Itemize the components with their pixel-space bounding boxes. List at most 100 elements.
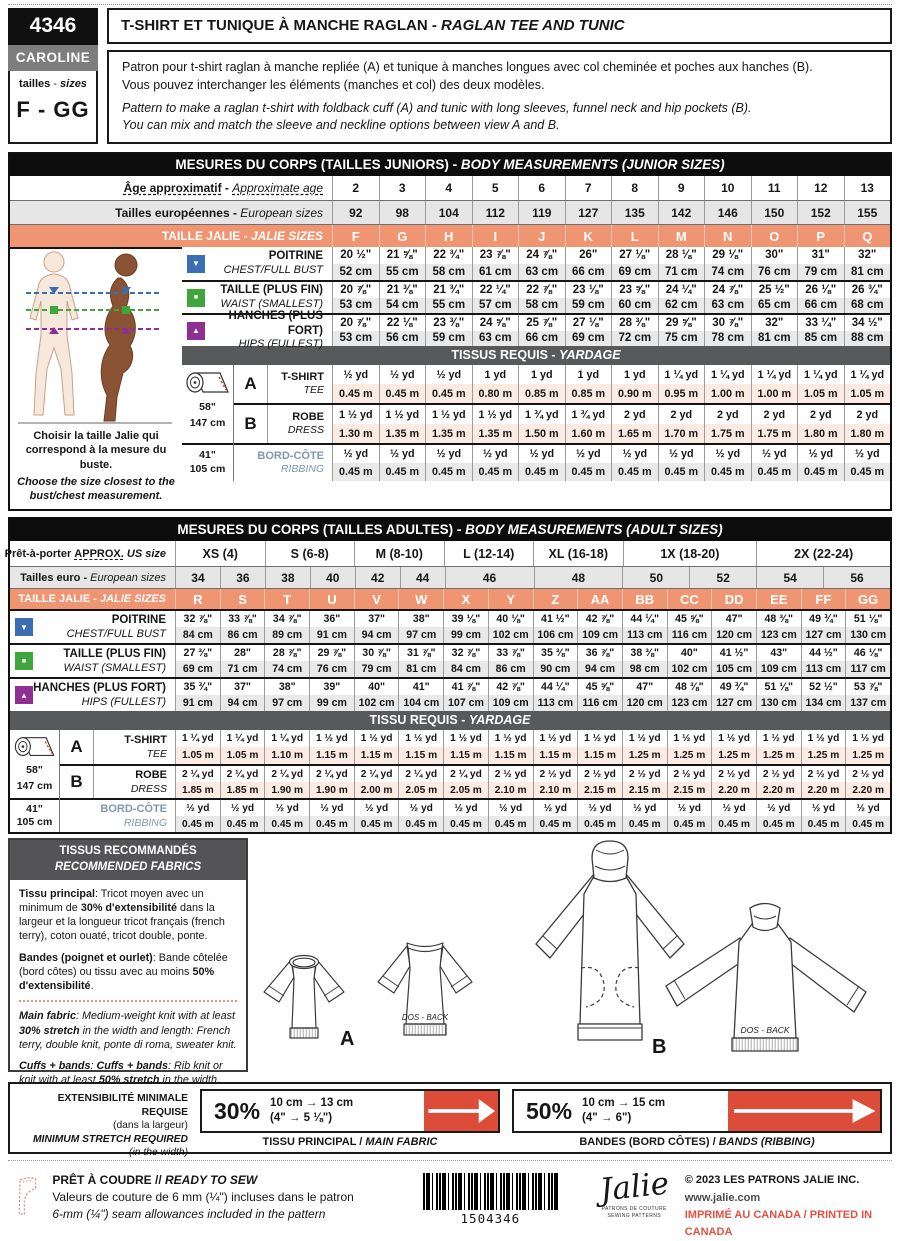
junior-yardage-title: TISSUS REQUIS - YARDAGE (182, 346, 890, 365)
adult-chest-cell: 32 ⅞" 84 cm (175, 611, 220, 644)
junior-jalie-size-cell: K (564, 225, 612, 247)
junior-fabric-width-41: 41" 105 cm (182, 443, 233, 481)
ribbing-caption-en: BANDS (RIBBING) (718, 1136, 815, 1149)
adult-chest-cell: 41 ½" 106 cm (532, 611, 578, 644)
junior-jalie-size-cell: M (657, 225, 705, 247)
ribbing-label: BORD-CÔTE RIBBING (234, 445, 332, 481)
fabrics-title-en: RECOMMENDED FABRICS (54, 861, 202, 873)
junior-dress-yardage-cell: 1 ½ yd 1.35 m (471, 405, 518, 443)
pattern-title-en: RAGLAN TEE AND TUNIC (441, 17, 625, 34)
junior-ribbing-yardage-cell: ½ yd 0.45 m (611, 445, 658, 481)
junior-chest-cell: 22 ¾" 58 cm (425, 247, 472, 280)
adult-jalie-row: TAILLE JALIE - JALIE SIZES R S T U V W X Y Z AA BB… (10, 588, 890, 610)
junior-chest-cell: 23 ⅞" 61 cm (471, 247, 518, 280)
junior-jalie-size-cell: J (518, 225, 565, 247)
junior-chest-cell: 32" 81 cm (843, 247, 890, 280)
main-fabric-gauge-box: 30% 10 cm → 13 cm (4" → 5 ⅛") (200, 1089, 500, 1134)
adult-waist-cell: 33 ⅞" 86 cm (487, 645, 533, 678)
hips-marker-icon: ▲ (15, 686, 33, 705)
adult-yardage-width-column: 58" 147 cm 41" 105 cm (10, 730, 60, 833)
junior-hips-label-en: HIPS (FULLEST) (238, 338, 323, 350)
junior-hips-cell: 32" 81 cm (750, 315, 797, 346)
junior-table-title: MESURES DU CORPS (TAILLES JUNIORS) - BOD… (10, 154, 890, 176)
barcode-number: 1504346 (460, 1211, 521, 1227)
barcode: 1504346 (423, 1173, 558, 1227)
adult-yardage-title-en: YARDAGE (468, 713, 531, 728)
adult-jalie-size-cell: T (264, 589, 309, 610)
junior-waist-label-fr: TAILLE (PLUS FIN) (220, 284, 323, 297)
ribbing-label-fr: BORD-CÔTE (100, 803, 167, 816)
collection-name: CAROLINE (8, 45, 98, 71)
junior-age-cell: 4 (425, 176, 472, 200)
printed-in-canada-line: IMPRIMÉ AU CANADA / PRINTED IN CANADA (684, 1208, 873, 1238)
adult-hips-cell: 53 ⅞" 137 cm (845, 679, 890, 712)
junior-hips-label: ▲ HANCHES (PLUS FORT) HIPS (FULLEST) (182, 310, 332, 350)
junior-jalie-size-cell: Q (843, 225, 891, 247)
adult-waist-label-en: WAIST (SMALLEST) (63, 661, 166, 674)
adult-tshirt-yardage-cell: 1 ½ yd 1.15 m (353, 730, 399, 765)
sizes-label: tailles - sizes (19, 78, 87, 90)
junior-age-cell: 12 (797, 176, 844, 200)
adult-hips-cell: 52 ½" 134 cm (800, 679, 846, 712)
ribbing-label: BORD-CÔTE RIBBING (60, 800, 175, 832)
junior-yardage-width-column: 58" 147 cm 41" 105 cm (182, 365, 234, 481)
fabrics-en-main: Main fabric: Medium-weight knit with at … (19, 1010, 237, 1051)
minimum-stretch-section: EXTENSIBILITÉ MINIMALE REQUISE (dans la … (8, 1082, 892, 1158)
junior-tshirt-yardage-cell: 1 ¼ yd 0.95 m (657, 365, 704, 403)
junior-waist-cell: 26 ¾" 68 cm (843, 282, 890, 313)
adult-waist-cell: 27 ⅜" 69 cm (175, 645, 220, 678)
copyright-line: © 2023 LES PATRONS JALIE INC. (684, 1174, 860, 1187)
adult-ribbing-yardage-cell: ½ yd 0.45 m (443, 800, 488, 833)
adult-waist-cell: 32 ⅞" 84 cm (443, 645, 488, 678)
junior-hips-cell: 22 ⅛" 56 cm (378, 315, 425, 346)
fabric-width-58-in: 58" (26, 764, 43, 777)
view-b-back-drawing: DOS - BACK (665, 903, 867, 1053)
fabric-width-147-cm: 147 cm (189, 416, 226, 429)
adult-us-size-cell: L (12-14) (443, 541, 534, 567)
junior-hips-cell: 20 ⅞" 53 cm (332, 315, 379, 346)
adult-euro-cell: 34 (175, 567, 220, 589)
view-a-back-label: DOS - BACK (402, 1013, 449, 1022)
adult-hips-cell: 42 ⅞" 109 cm (487, 679, 533, 712)
view-a-letter: A (234, 365, 268, 403)
fabric-roll-icon (185, 372, 229, 393)
adult-dress-yardage-cell: 2 ½ yd 2.10 m (487, 766, 533, 799)
junior-age-cell: 11 (750, 176, 798, 200)
fabric-width-147-cm: 147 cm (16, 780, 53, 793)
ready-to-sew-line: PRÊT À COUDRE // READY TO SEW (52, 1172, 397, 1189)
junior-euro-cell: 135 (611, 201, 658, 224)
adult-chest-cell: 49 ¾" 127 cm (800, 611, 846, 644)
adult-waist-cell: 30 ⅞" 79 cm (353, 645, 399, 678)
description-en-line2: You can mix and match the sleeve and nec… (122, 118, 560, 133)
website: www.jalie.com (684, 1191, 761, 1204)
adult-hips-cell: 45 ⅝" 116 cm (577, 679, 622, 712)
adult-hips-row: ▲ HANCHES (PLUS FORT) HIPS (FULLEST) 35 ¾… (10, 677, 890, 712)
adult-euro-cell: 48 (533, 567, 623, 589)
adult-hips-cell: 51 ⅛" 130 cm (755, 679, 801, 712)
main-fabric-stretch-gauge: 30% 10 cm → 13 cm (4" → 5 ⅛") TISSU PRINC… (200, 1089, 500, 1152)
junior-tshirt-yardage-cell: ½ yd 0.45 m (425, 365, 472, 403)
adult-ribbing-yardage-cell: ½ yd 0.45 m (175, 800, 220, 833)
junior-tshirt-yardage-cell: ½ yd 0.45 m (332, 365, 379, 403)
adult-fabric-width-58: 58" 147 cm (10, 730, 59, 798)
junior-euro-cell: 112 (471, 201, 519, 224)
adult-waist-label: ■ TAILLE (PLUS FIN) WAIST (SMALLEST) (10, 645, 175, 677)
junior-chest-cell: 26" 66 cm (564, 247, 611, 280)
junior-ribbing-yardage-cell: ½ yd 0.45 m (704, 445, 751, 481)
junior-dress-yardage-cell: 2 yd 1.75 m (704, 405, 751, 443)
recommended-fabrics-title: TISSUS RECOMMANDÉS RECOMMENDED FABRICS (10, 840, 246, 880)
adult-jalie-label: TAILLE JALIE - JALIE SIZES (18, 593, 166, 606)
recommended-fabrics-box: TISSUS RECOMMANDÉS RECOMMENDED FABRICS T… (8, 838, 248, 1086)
adult-dress-yardage-cell: 2 ½ yd 2.20 m (800, 766, 846, 799)
fabric-roll-icon (14, 737, 55, 757)
junior-chest-label-en: CHEST/FULL BUST (223, 263, 323, 276)
adult-jalie-size-cell: EE (755, 589, 801, 610)
junior-euro-cell: 127 (564, 201, 612, 224)
junior-measurements-table: MESURES DU CORPS (TAILLES JUNIORS) - BOD… (8, 152, 892, 512)
junior-jalie-size-cell: N (704, 225, 751, 247)
ribbing-stretch-values: 10 cm → 15 cm (4" → 6") (582, 1096, 665, 1127)
junior-euro-cell: 92 (332, 201, 379, 224)
adult-euro-cell: 56 (823, 567, 890, 589)
